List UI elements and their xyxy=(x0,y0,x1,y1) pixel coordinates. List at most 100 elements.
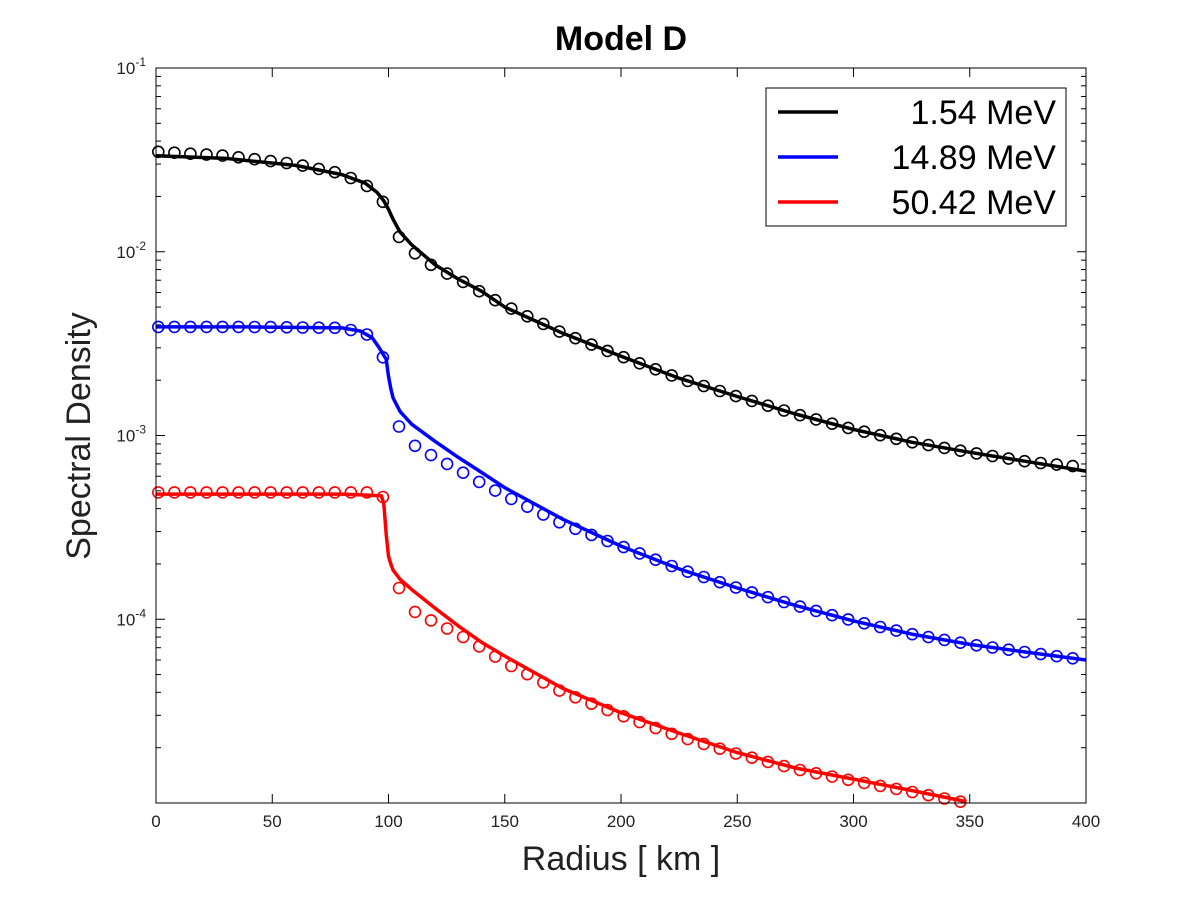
y-tick-label: 10-3 xyxy=(116,423,146,446)
data-point xyxy=(569,690,582,704)
series-0 xyxy=(152,145,1087,473)
legend-label: 14.89 MeV xyxy=(892,139,1057,177)
data-point xyxy=(873,428,887,442)
data-point xyxy=(328,165,342,179)
data-point xyxy=(601,703,614,717)
data-point xyxy=(376,350,390,364)
data-point xyxy=(232,320,245,334)
data-point xyxy=(617,709,630,723)
data-point xyxy=(889,432,903,446)
data-point xyxy=(938,441,951,455)
data-point xyxy=(665,369,679,382)
data-point xyxy=(216,486,229,499)
data-point xyxy=(200,486,213,499)
data-point xyxy=(200,320,213,334)
data-point xyxy=(1066,459,1079,473)
data-point xyxy=(905,785,919,799)
data-point xyxy=(954,444,967,458)
data-point xyxy=(857,776,871,790)
data-point xyxy=(633,715,646,729)
y-tick-exponent: -1 xyxy=(135,55,146,69)
data-point xyxy=(328,321,342,335)
data-point xyxy=(424,448,438,462)
data-point xyxy=(200,148,213,161)
data-point xyxy=(1002,643,1015,657)
data-point xyxy=(456,275,470,289)
data-point xyxy=(553,515,566,529)
legend-label: 50.42 MeV xyxy=(892,184,1057,222)
data-point xyxy=(536,317,550,331)
data-point xyxy=(520,500,534,514)
x-tick-label: 300 xyxy=(839,812,867,831)
data-point xyxy=(793,408,807,422)
data-point xyxy=(1050,458,1063,471)
data-point xyxy=(585,338,598,351)
y-tick-base: 10 xyxy=(116,610,135,629)
data-point xyxy=(681,732,695,746)
series-2 xyxy=(152,486,967,809)
data-point xyxy=(360,328,374,341)
data-point xyxy=(264,320,277,334)
data-point xyxy=(713,575,727,589)
data-point xyxy=(1002,452,1015,465)
data-point xyxy=(264,486,277,499)
data-point xyxy=(825,770,839,783)
data-point xyxy=(954,795,967,809)
data-point xyxy=(905,627,919,641)
data-point xyxy=(184,320,197,334)
series-line xyxy=(156,325,1087,662)
data-point xyxy=(665,559,679,573)
data-point xyxy=(970,447,983,460)
data-point xyxy=(344,486,358,499)
data-point xyxy=(873,620,887,634)
data-point xyxy=(922,788,935,802)
data-point xyxy=(857,425,871,439)
data-point xyxy=(922,438,935,452)
data-point xyxy=(889,624,903,637)
data-point xyxy=(488,293,502,307)
data-point xyxy=(456,466,470,480)
data-point xyxy=(841,421,855,435)
y-tick-base: 10 xyxy=(116,59,135,78)
legend-label: 1.54 MeV xyxy=(910,94,1056,132)
data-point xyxy=(472,284,486,298)
data-point xyxy=(809,604,823,618)
data-point xyxy=(665,727,679,741)
y-axis-label: Spectral Density xyxy=(60,312,98,560)
data-point xyxy=(440,267,454,280)
data-point xyxy=(440,457,454,471)
x-axis-label: Radius [ km ] xyxy=(522,840,720,878)
data-point xyxy=(777,404,791,417)
y-tick-exponent: -2 xyxy=(135,239,146,253)
data-point xyxy=(938,792,951,805)
data-point xyxy=(873,779,887,793)
data-point xyxy=(553,684,566,697)
data-point xyxy=(986,449,999,463)
data-point xyxy=(376,195,390,209)
data-point xyxy=(504,659,518,673)
data-point xyxy=(248,152,261,166)
data-point xyxy=(472,640,486,653)
data-point xyxy=(713,384,727,398)
y-tick-label: 10-4 xyxy=(116,606,146,629)
data-point xyxy=(809,766,823,780)
data-point xyxy=(312,162,326,176)
data-point xyxy=(825,417,839,431)
data-point xyxy=(745,394,759,408)
data-point xyxy=(360,486,374,499)
data-point xyxy=(601,344,614,358)
data-point xyxy=(168,486,181,499)
data-point xyxy=(569,331,582,345)
data-point xyxy=(344,171,358,185)
data-point xyxy=(424,258,438,272)
y-tick-exponent: -3 xyxy=(135,423,146,437)
data-point xyxy=(152,486,165,499)
data-point xyxy=(970,638,983,652)
data-point xyxy=(504,302,518,315)
data-point xyxy=(777,595,791,609)
data-point xyxy=(825,608,839,622)
data-point xyxy=(761,755,775,769)
data-point xyxy=(392,581,406,595)
